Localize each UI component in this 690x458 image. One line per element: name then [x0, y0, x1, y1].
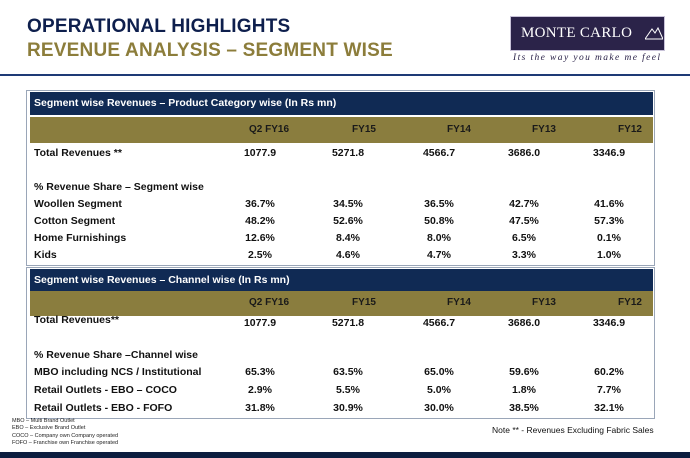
revenue-note: Note ** - Revenues Excluding Fabric Sale…	[492, 425, 654, 435]
col-fy13: FY13	[532, 124, 556, 135]
cell-value: 6.5%	[512, 232, 536, 244]
total-value: 4566.7	[422, 147, 456, 159]
cell-value: 57.3%	[594, 215, 624, 227]
col-fy13: FY13	[532, 297, 556, 308]
footnote: FOFO – Franchise own Franchise operated	[12, 440, 119, 447]
total-revenues-label: Total Revenues**	[34, 314, 119, 326]
brand-tagline: Its the way you make me feel	[513, 53, 662, 63]
col-fy14: FY14	[447, 297, 471, 308]
cell-value: 63.5%	[333, 366, 363, 378]
brand-logo: MONTE CARLO	[510, 16, 665, 51]
footer-bar	[0, 452, 690, 458]
product-table-frame	[26, 90, 655, 266]
cell-value: 34.5%	[333, 198, 363, 210]
row-label: Home Furnishings	[34, 232, 127, 244]
cell-value: 47.5%	[509, 215, 539, 227]
cell-value: 48.2%	[245, 215, 275, 227]
cell-value: 1.8%	[512, 384, 536, 396]
col-q2fy16: Q2 FY16	[248, 297, 290, 308]
cell-value: 3.3%	[512, 249, 536, 261]
logo-mountain-icon	[645, 26, 663, 40]
row-label: Cotton Segment	[34, 215, 116, 227]
total-value: 1077.9	[243, 147, 277, 159]
cell-value: 2.5%	[248, 249, 272, 261]
col-fy12: FY12	[618, 124, 642, 135]
col-q2fy16: Q2 FY16	[248, 124, 290, 135]
cell-value: 41.6%	[594, 198, 624, 210]
cell-value: 1.0%	[597, 249, 621, 261]
abbreviation-notes: MBO – Multi Brand Outlet EBO – Exclusive…	[12, 418, 118, 448]
footnote: MBO – Multi Brand Outlet	[12, 418, 75, 424]
cell-value: 36.5%	[424, 198, 454, 210]
cell-value: 4.7%	[427, 249, 451, 261]
row-label: Kids	[34, 249, 57, 261]
row-label: Retail Outlets - EBO – COCO	[34, 384, 177, 396]
row-label: Retail Outlets - EBO - FOFO	[34, 402, 173, 414]
total-value: 5271.8	[331, 317, 365, 329]
total-value: 5271.8	[331, 147, 365, 159]
product-table-title: Segment wise Revenues – Product Category…	[30, 92, 653, 115]
channel-table-frame	[26, 267, 655, 419]
cell-value: 52.6%	[333, 215, 363, 227]
row-label: Woollen Segment	[34, 198, 122, 210]
total-value: 3346.9	[592, 317, 626, 329]
cell-value: 12.6%	[245, 232, 275, 244]
channel-table-header: Q2 FY16 FY15 FY14 FY13 FY12	[30, 291, 653, 316]
channel-share-heading: % Revenue Share –Channel wise	[34, 349, 198, 361]
cell-value: 60.2%	[594, 366, 624, 378]
footnote: EBO – Exclusive Brand Outlet	[12, 425, 86, 432]
page-title: OPERATIONAL HIGHLIGHTS	[27, 16, 291, 37]
col-fy15: FY15	[352, 297, 376, 308]
logo-text: MONTE CARLO	[521, 25, 633, 41]
cell-value: 31.8%	[245, 402, 275, 414]
cell-value: 65.0%	[424, 366, 454, 378]
row-label: MBO including NCS / Institutional	[34, 366, 202, 378]
total-value: 1077.9	[243, 317, 277, 329]
channel-table-title: Segment wise Revenues – Channel wise (In…	[30, 269, 653, 291]
col-fy12: FY12	[618, 297, 642, 308]
product-table-header: Q2 FY16 FY15 FY14 FY13 FY12	[30, 117, 653, 143]
cell-value: 5.0%	[427, 384, 451, 396]
cell-value: 30.9%	[333, 402, 363, 414]
total-value: 3686.0	[507, 317, 541, 329]
cell-value: 38.5%	[509, 402, 539, 414]
cell-value: 30.0%	[424, 402, 454, 414]
cell-value: 42.7%	[509, 198, 539, 210]
total-value: 3686.0	[507, 147, 541, 159]
col-fy14: FY14	[447, 124, 471, 135]
page-subtitle: REVENUE ANALYSIS – SEGMENT WISE	[27, 40, 393, 61]
cell-value: 8.0%	[427, 232, 451, 244]
segment-share-heading: % Revenue Share – Segment wise	[34, 181, 204, 193]
cell-value: 65.3%	[245, 366, 275, 378]
cell-value: 0.1%	[597, 232, 621, 244]
cell-value: 36.7%	[245, 198, 275, 210]
cell-value: 5.5%	[336, 384, 360, 396]
footnote: COCO – Company own Company operated	[12, 432, 119, 439]
header-divider	[0, 74, 690, 76]
col-fy15: FY15	[352, 124, 376, 135]
cell-value: 7.7%	[597, 384, 621, 396]
cell-value: 8.4%	[336, 232, 360, 244]
total-value: 4566.7	[422, 317, 456, 329]
total-revenues-label: Total Revenues **	[34, 147, 122, 159]
cell-value: 50.8%	[424, 215, 454, 227]
cell-value: 4.6%	[336, 249, 360, 261]
total-value: 3346.9	[592, 147, 626, 159]
cell-value: 59.6%	[509, 366, 539, 378]
cell-value: 2.9%	[248, 384, 272, 396]
cell-value: 32.1%	[594, 402, 624, 414]
